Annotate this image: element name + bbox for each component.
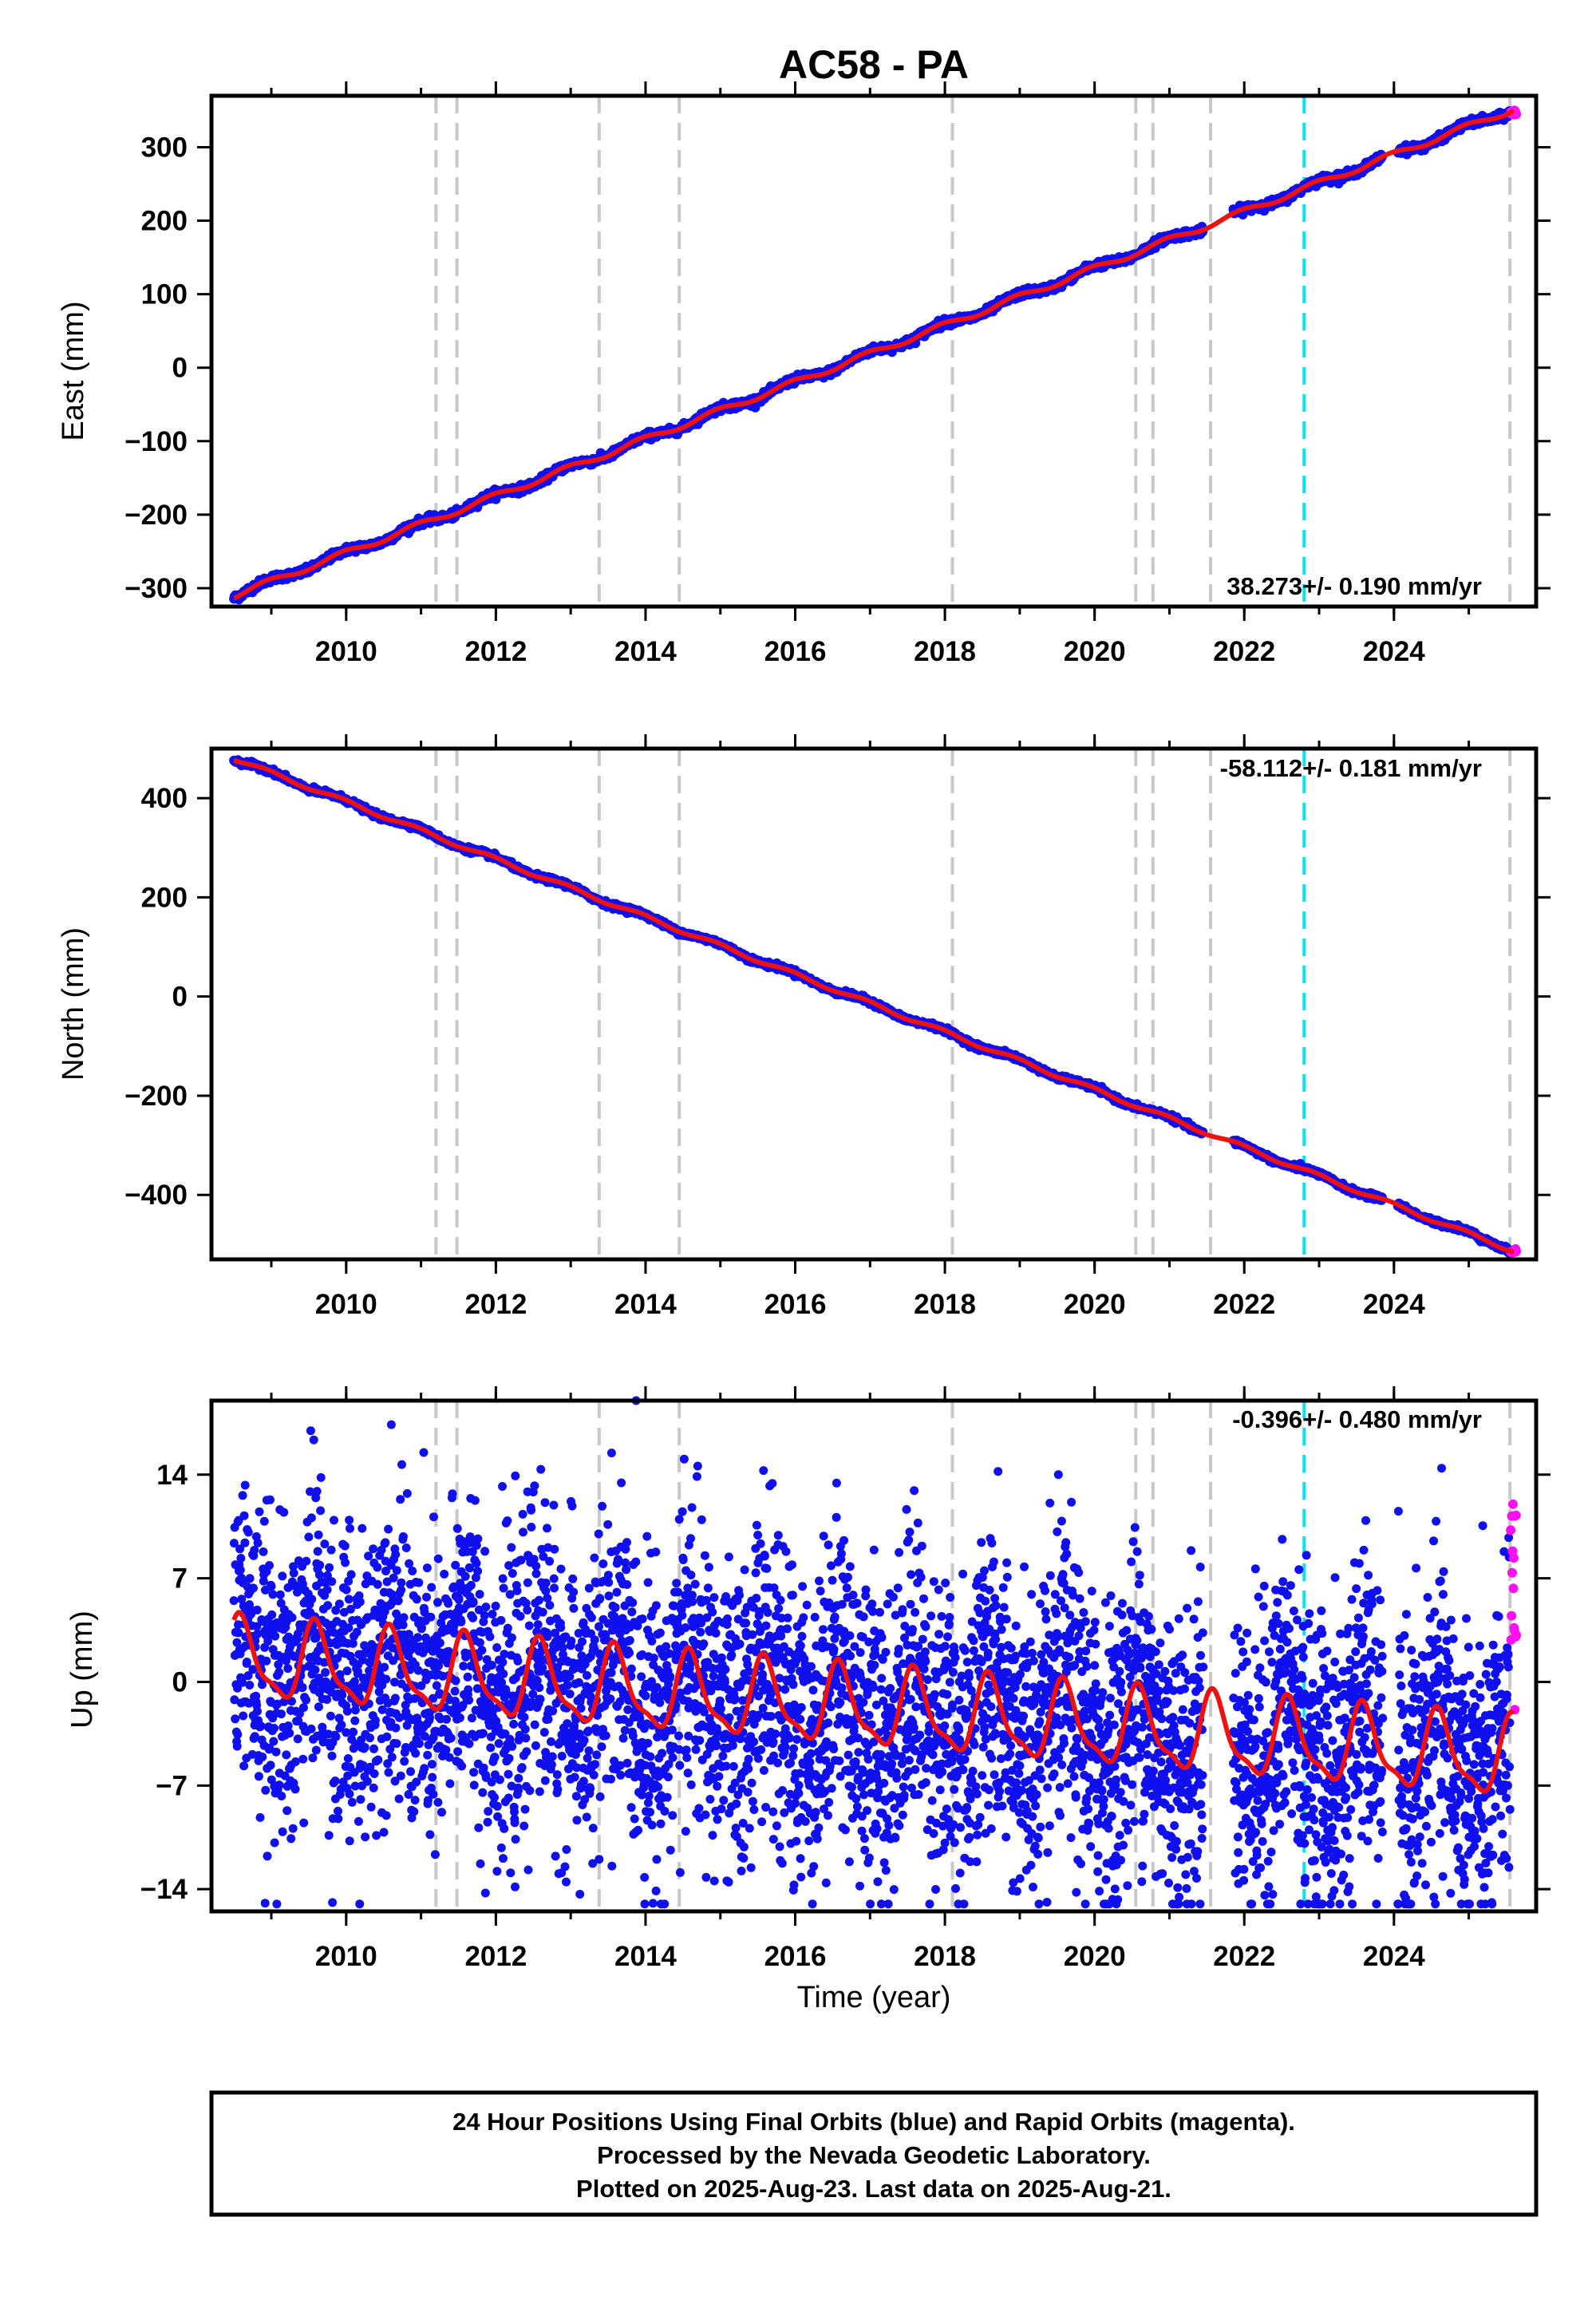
east-rate-label: 38.273+/- 0.190 mm/yr — [1227, 572, 1482, 600]
east-y-tick-label: −100 — [124, 426, 188, 457]
east-y-tick-label: −200 — [124, 500, 188, 531]
east-x-tick-label: 2016 — [764, 636, 827, 667]
east-y-tick-label: −300 — [124, 573, 188, 604]
east-x-tick-label: 2010 — [315, 636, 377, 667]
east-y-tick-label: 300 — [141, 132, 188, 163]
east-x-tick-label: 2012 — [464, 636, 527, 667]
east-y-label: East (mm) — [57, 301, 90, 441]
east-y-tick-label: 0 — [172, 353, 188, 384]
figure-title: AC58 - PA — [779, 42, 969, 87]
east-x-tick-label: 2022 — [1213, 636, 1275, 667]
east-x-tick-label: 2024 — [1363, 636, 1425, 667]
east-x-tick-label: 2018 — [914, 636, 976, 667]
east-x-tick-label: 2020 — [1064, 636, 1126, 667]
north-panel: North (mm) 2010 2012 2014 2016 2018 2020 2022 2… — [57, 734, 1551, 1320]
north-y-label: North (mm) — [57, 927, 90, 1081]
east-y-tick-label: 200 — [141, 206, 188, 237]
east-y-tick-label: 100 — [141, 279, 188, 310]
east-x-tick-label: 2014 — [614, 636, 677, 667]
east-panel: East (mm) 2010 2012 2014 2016 2018 2020 2022 20… — [57, 81, 1551, 667]
